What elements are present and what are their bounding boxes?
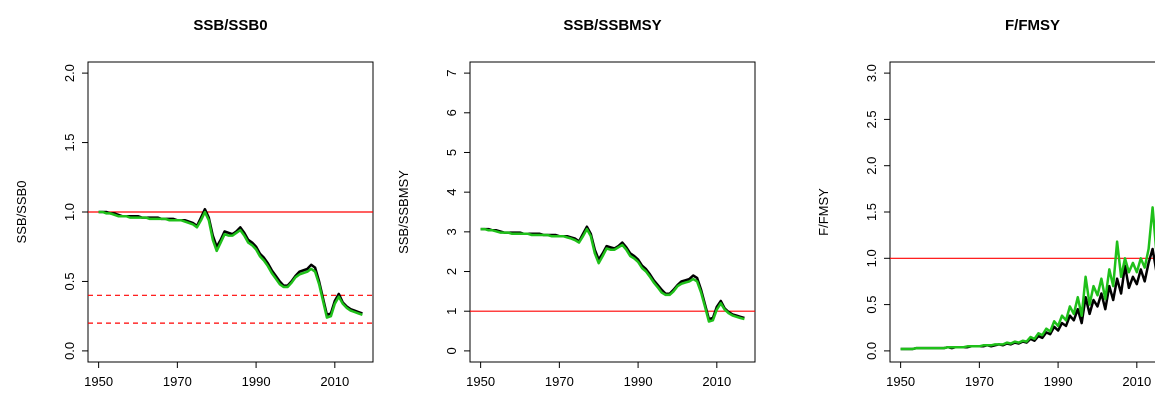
series-line [900,247,1155,351]
chart-title: SSB/SSB0 [193,17,267,34]
y-tick-label: 2 [444,268,459,275]
y-tick-label: 1.5 [864,203,879,221]
y-tick-label: 1.0 [62,203,77,221]
chart-title: F/FMSY [1005,17,1060,34]
y-tick-label: 5 [444,149,459,156]
y-tick-label: 1.0 [864,249,879,267]
y-tick-label: 0.0 [864,342,879,360]
y-axis-label: SSB/SSB0 [14,181,29,244]
chart-title: SSB/SSBMSY [563,17,661,34]
x-tick-label: 2010 [320,374,349,389]
plot-box [889,61,1155,363]
y-tick-label: 0.0 [62,342,77,360]
y-tick-label: 2.5 [864,110,879,128]
y-tick-label: 0.5 [864,296,879,314]
x-tick-label: 2010 [702,374,731,389]
y-tick-label: 7 [444,69,459,76]
y-axis-label: SSB/SSBMSY [396,170,411,254]
x-tick-label: 1990 [624,374,653,389]
series-line [480,227,745,323]
y-tick-label: 1.5 [62,134,77,152]
y-tick-label: 1 [444,308,459,315]
y-tick-label: 0 [444,347,459,354]
y-tick-label: 2.0 [62,64,77,82]
x-tick-label: 1990 [242,374,271,389]
plot-box [469,61,756,363]
series-line [900,206,1155,351]
y-tick-label: 4 [444,189,459,196]
x-tick-label: 1970 [965,374,994,389]
x-tick-label: 1950 [886,374,915,389]
x-tick-label: 1990 [1044,374,1073,389]
x-tick-label: 2010 [1122,374,1151,389]
y-tick-label: 2.0 [864,157,879,175]
y-tick-label: 0.5 [62,272,77,290]
y-axis-label: F/FMSY [816,188,831,236]
x-tick-label: 1970 [545,374,574,389]
y-tick-label: 3.0 [864,64,879,82]
series-line [98,210,363,319]
x-tick-label: 1970 [163,374,192,389]
x-tick-label: 1950 [84,374,113,389]
x-tick-label: 1950 [466,374,495,389]
y-tick-label: 3 [444,228,459,235]
y-tick-label: 6 [444,109,459,116]
